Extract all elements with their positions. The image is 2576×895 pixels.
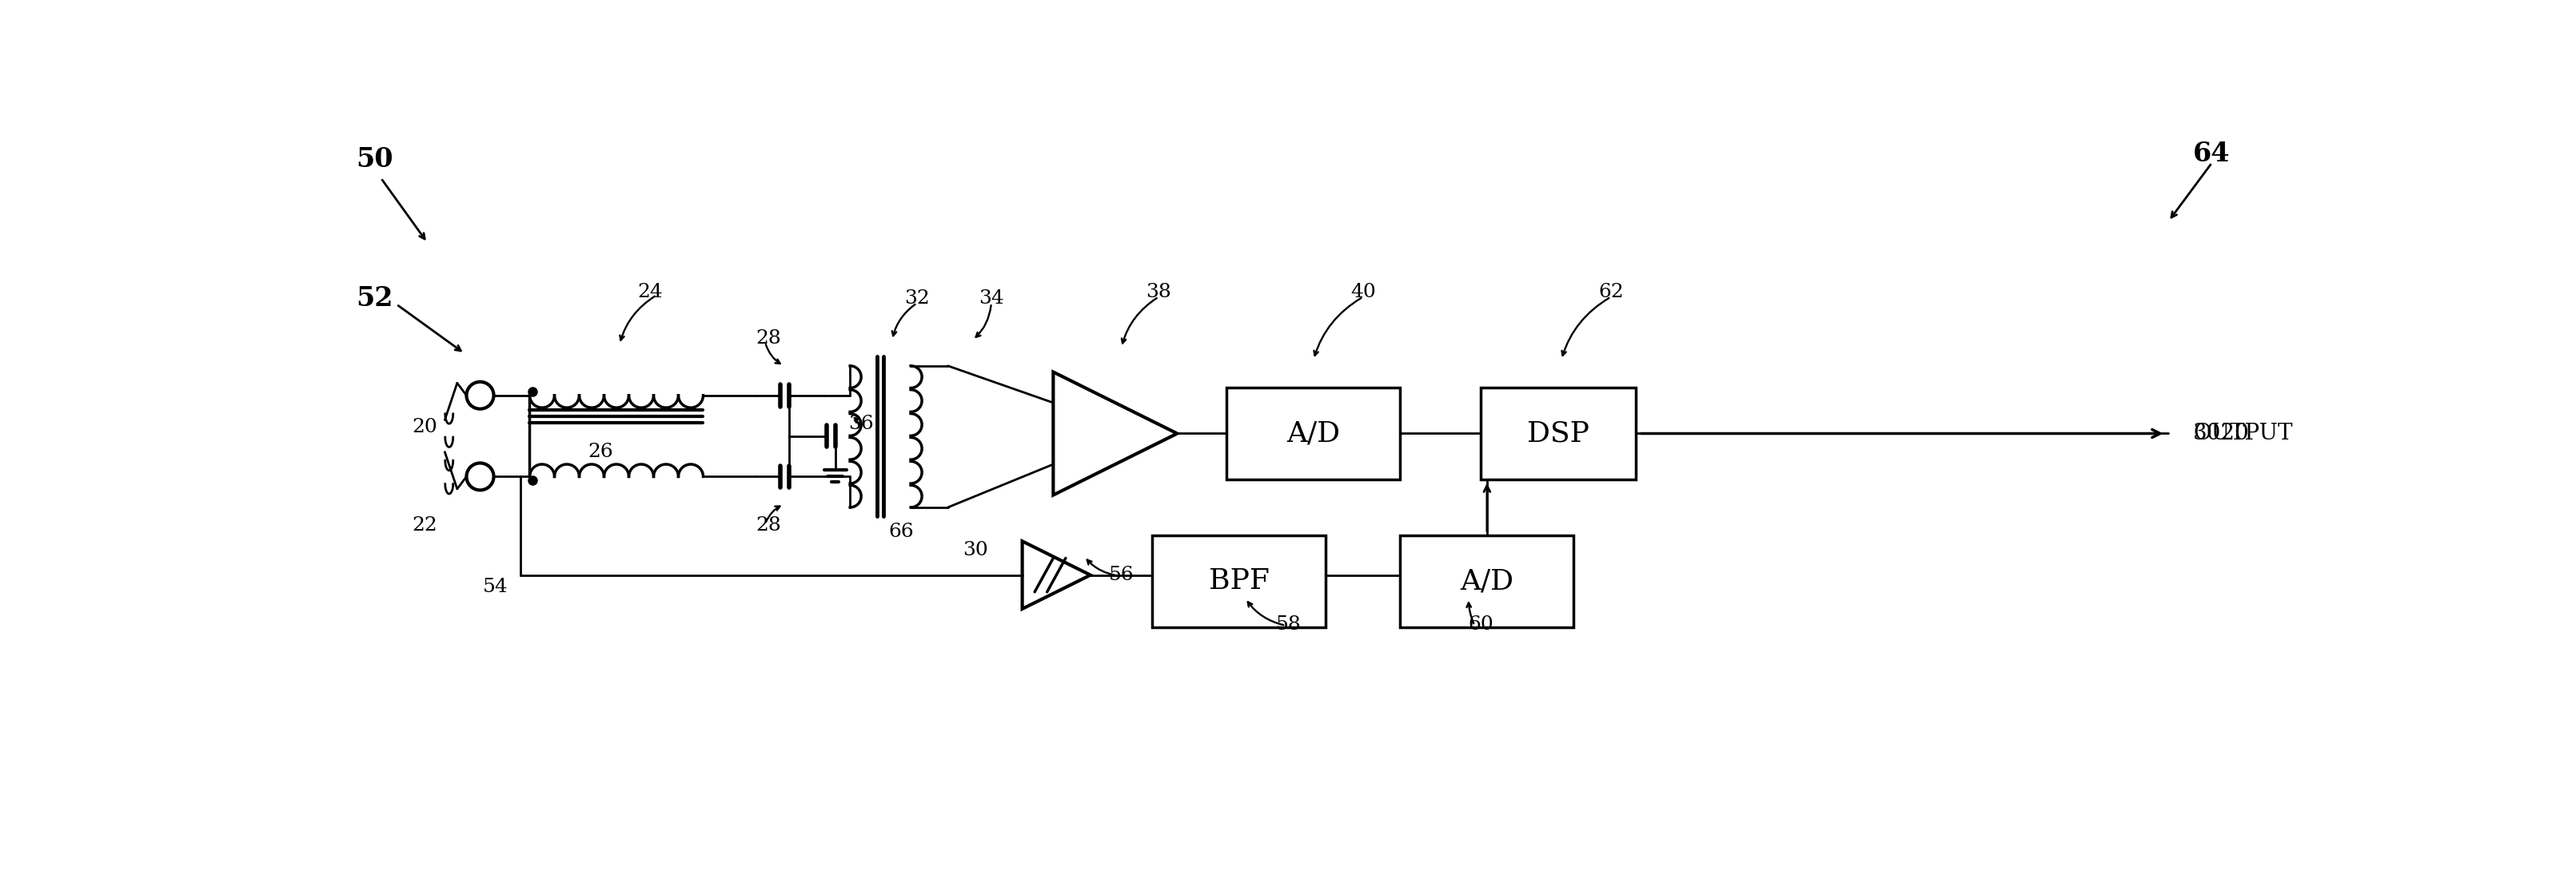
Text: 3020: 3020 [2192,422,2249,444]
Text: 54: 54 [482,578,507,597]
Text: OUTPUT: OUTPUT [2192,422,2293,444]
Text: BPF: BPF [1208,567,1270,595]
Bar [1399,535,1574,627]
Text: 64: 64 [2192,141,2231,166]
Text: 38: 38 [1146,283,1172,302]
Bar [1226,388,1399,480]
Text: 32: 32 [904,289,930,307]
Text: 24: 24 [639,283,662,302]
Text: 26: 26 [587,443,613,461]
Text: 58: 58 [1275,615,1301,634]
Text: 60: 60 [1468,615,1494,634]
Text: 22: 22 [412,516,438,535]
Bar [1481,388,1636,480]
Text: 36: 36 [848,415,873,433]
Bar [1151,535,1327,627]
Text: A/D: A/D [1285,420,1340,448]
Text: 62: 62 [1597,283,1623,302]
Text: 20: 20 [412,418,438,437]
Text: 34: 34 [979,289,1005,307]
Text: 50: 50 [355,147,394,173]
Text: 66: 66 [889,523,914,541]
Text: 28: 28 [755,329,781,347]
Text: 30: 30 [963,541,989,559]
Text: 56: 56 [1108,566,1133,584]
Text: A/D: A/D [1461,567,1512,595]
Text: DSP: DSP [1528,420,1589,448]
Text: 52: 52 [355,285,394,311]
Text: 28: 28 [755,516,781,535]
Text: 40: 40 [1350,283,1376,302]
